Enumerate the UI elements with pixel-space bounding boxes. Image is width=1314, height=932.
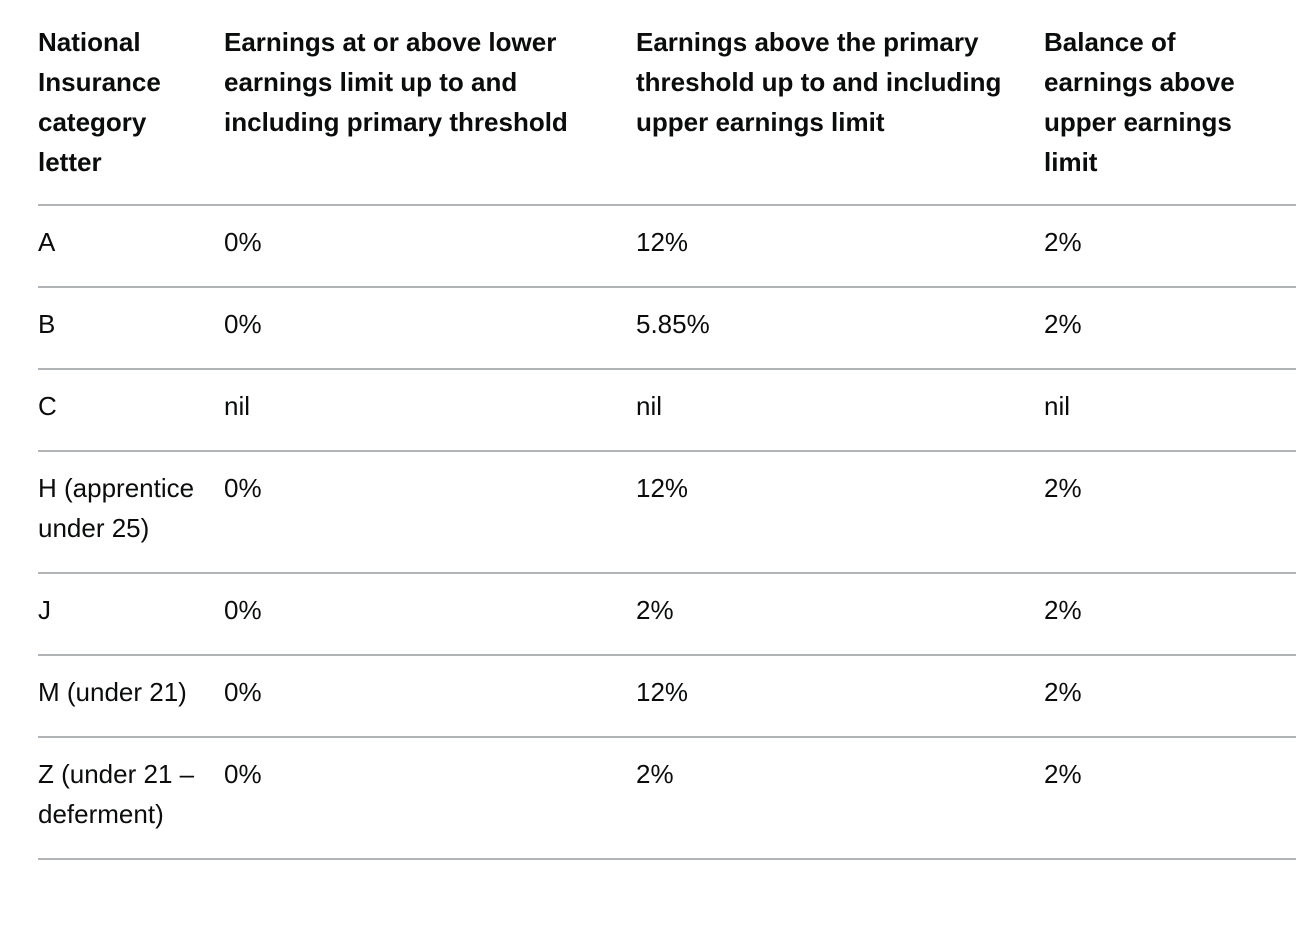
main-rate-cell: 12% <box>636 205 1044 288</box>
main-rate-cell: nil <box>636 369 1044 452</box>
table-row: J 0% 2% 2% <box>38 573 1296 656</box>
lower-rate-cell: 0% <box>224 655 636 738</box>
header-upper-balance: Balance of earnings above upper earnings… <box>1044 20 1296 206</box>
upper-rate-cell: nil <box>1044 369 1296 452</box>
category-cell: B <box>38 287 224 370</box>
table-row: Z (under 21 – deferment) 0% 2% 2% <box>38 737 1296 860</box>
category-cell: A <box>38 205 224 288</box>
lower-rate-cell: 0% <box>224 205 636 288</box>
lower-rate-cell: 0% <box>224 573 636 656</box>
header-primary-threshold: Earnings above the primary threshold up … <box>636 20 1044 206</box>
main-rate-cell: 12% <box>636 655 1044 738</box>
upper-rate-cell: 2% <box>1044 573 1296 656</box>
table-body: A 0% 12% 2% B 0% 5.85% 2% C nil nil nil … <box>38 205 1296 860</box>
main-rate-cell: 12% <box>636 451 1044 574</box>
lower-rate-cell: nil <box>224 369 636 452</box>
main-rate-cell: 5.85% <box>636 287 1044 370</box>
ni-rates-table: National Insurance category letter Earni… <box>38 20 1296 860</box>
category-cell: J <box>38 573 224 656</box>
header-lower-earnings: Earnings at or above lower earnings limi… <box>224 20 636 206</box>
upper-rate-cell: 2% <box>1044 655 1296 738</box>
header-row: National Insurance category letter Earni… <box>38 20 1296 206</box>
category-cell: C <box>38 369 224 452</box>
table-row: B 0% 5.85% 2% <box>38 287 1296 370</box>
upper-rate-cell: 2% <box>1044 451 1296 574</box>
main-rate-cell: 2% <box>636 573 1044 656</box>
table-row: M (under 21) 0% 12% 2% <box>38 655 1296 738</box>
ni-rates-table-container: National Insurance category letter Earni… <box>38 20 1296 860</box>
category-cell: Z (under 21 – deferment) <box>38 737 224 860</box>
lower-rate-cell: 0% <box>224 737 636 860</box>
table-header: National Insurance category letter Earni… <box>38 20 1296 206</box>
table-row: A 0% 12% 2% <box>38 205 1296 288</box>
table-row: C nil nil nil <box>38 369 1296 452</box>
upper-rate-cell: 2% <box>1044 737 1296 860</box>
table-row: H (apprentice under 25) 0% 12% 2% <box>38 451 1296 574</box>
header-category-letter: National Insurance category letter <box>38 20 224 206</box>
main-rate-cell: 2% <box>636 737 1044 860</box>
lower-rate-cell: 0% <box>224 287 636 370</box>
upper-rate-cell: 2% <box>1044 205 1296 288</box>
upper-rate-cell: 2% <box>1044 287 1296 370</box>
lower-rate-cell: 0% <box>224 451 636 574</box>
category-cell: M (under 21) <box>38 655 224 738</box>
category-cell: H (apprentice under 25) <box>38 451 224 574</box>
